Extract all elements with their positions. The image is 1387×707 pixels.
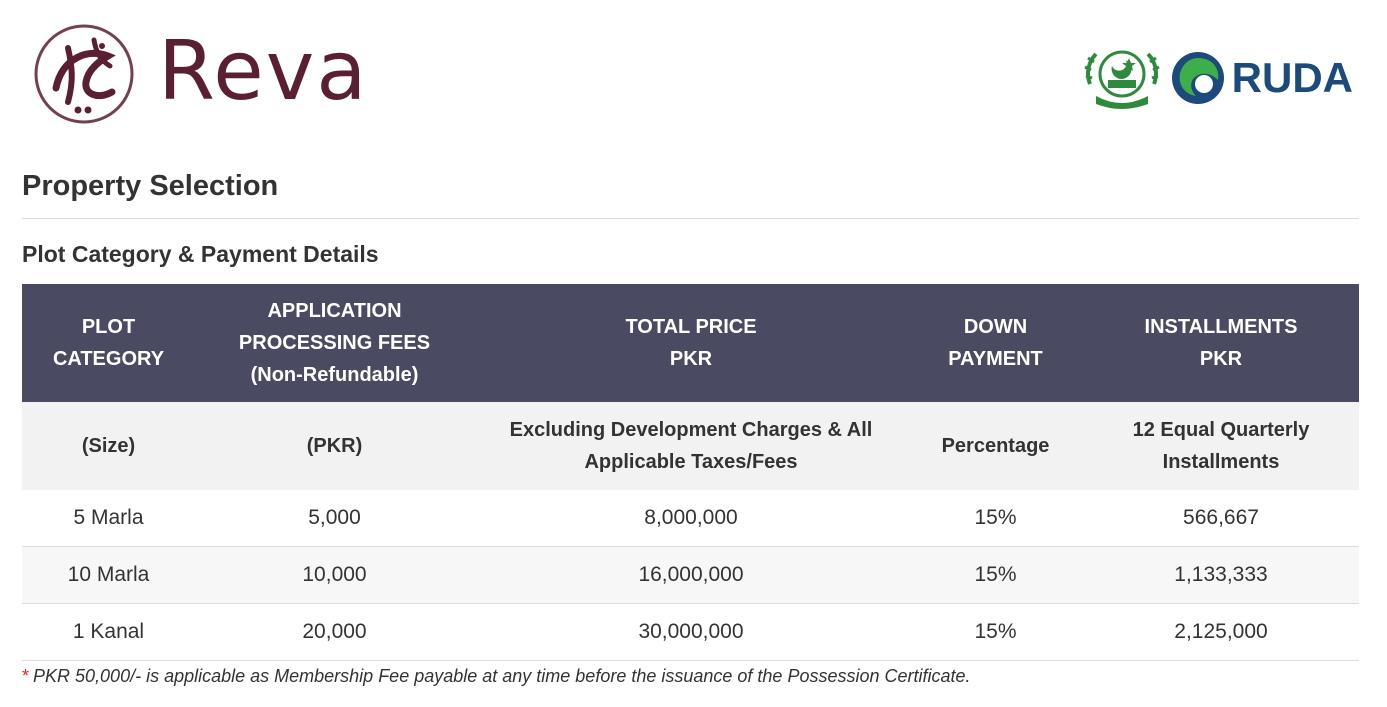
plot-payment-table: PLOT CATEGORY APPLICATION PROCESSING FEE… xyxy=(22,284,1359,661)
cell-fees: 20,000 xyxy=(195,603,474,661)
ruda-logo-icon xyxy=(1171,52,1224,104)
footnote-marker: * xyxy=(22,666,30,686)
cell-down-payment: 15% xyxy=(908,546,1083,604)
header-plot-category: PLOT CATEGORY xyxy=(22,284,195,402)
cell-down-payment: 15% xyxy=(908,603,1083,661)
cell-fees: 10,000 xyxy=(195,546,474,604)
membership-fee-note: * PKR 50,000/- is applicable as Membershi… xyxy=(22,666,971,687)
section-title: Plot Category & Payment Details xyxy=(22,241,379,267)
footnote-text: PKR 50,000/- is applicable as Membership… xyxy=(33,666,971,686)
cell-total-price: 16,000,000 xyxy=(474,546,908,604)
cell-installments: 2,125,000 xyxy=(1083,603,1359,661)
ruda-name: RUDA xyxy=(1231,54,1353,101)
subheader-percentage: Percentage xyxy=(908,402,1083,490)
brand-name: Reva xyxy=(158,24,369,119)
cell-installments: 566,667 xyxy=(1083,490,1359,547)
page-title: Property Selection xyxy=(22,170,279,202)
table-row: 5 Marla 5,000 8,000,000 15% 566,667 xyxy=(22,490,1359,547)
table-row: 1 Kanal 20,000 30,000,000 15% 2,125,000 xyxy=(22,603,1359,661)
cell-category: 10 Marla xyxy=(22,546,195,604)
table-subheader-row: (Size) (PKR) Excluding Development Charg… xyxy=(22,402,1359,490)
subheader-size: (Size) xyxy=(22,402,195,490)
cell-category: 1 Kanal xyxy=(22,603,195,661)
cell-total-price: 30,000,000 xyxy=(474,603,908,661)
cell-category: 5 Marla xyxy=(22,490,195,547)
page-header: Reva RUDA xyxy=(0,0,1387,150)
header-application-fees: APPLICATION PROCESSING FEES (Non-Refunda… xyxy=(195,284,474,402)
cell-total-price: 8,000,000 xyxy=(474,490,908,547)
cell-installments: 1,133,333 xyxy=(1083,546,1359,604)
header-installments: INSTALLMENTS PKR xyxy=(1083,284,1359,402)
table-header-row: PLOT CATEGORY APPLICATION PROCESSING FEE… xyxy=(22,284,1359,402)
subheader-price-note: Excluding Development Charges & All Appl… xyxy=(474,402,908,490)
partner-logos: RUDA xyxy=(1082,44,1353,112)
reva-logo[interactable]: Reva xyxy=(28,18,369,130)
header-total-price: TOTAL PRICE PKR xyxy=(474,284,908,402)
subheader-installments-note: 12 Equal Quarterly Installments xyxy=(1083,402,1359,490)
punjab-govt-seal-icon xyxy=(1084,50,1160,109)
cell-down-payment: 15% xyxy=(908,490,1083,547)
title-divider xyxy=(22,218,1359,219)
table-row: 10 Marla 10,000 16,000,000 15% 1,133,333 xyxy=(22,546,1359,604)
subheader-pkr: (PKR) xyxy=(195,402,474,490)
reva-calligraphy-icon xyxy=(34,24,134,124)
header-down-payment: DOWN PAYMENT xyxy=(908,284,1083,402)
cell-fees: 5,000 xyxy=(195,490,474,547)
